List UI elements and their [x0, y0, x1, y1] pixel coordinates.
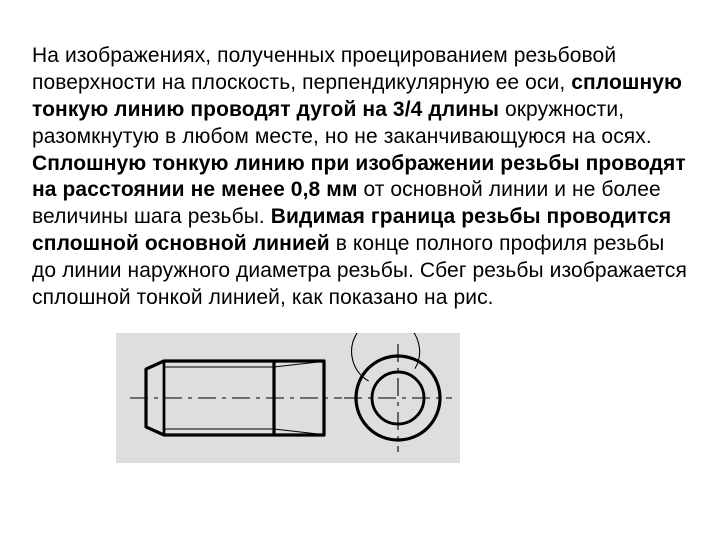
thread-figure	[116, 333, 460, 463]
runout-top	[274, 362, 318, 367]
runout-bottom	[274, 429, 318, 434]
thread-drawing-paragraph: На изображениях, полученных проецировани…	[32, 43, 688, 312]
text-run: На изображениях, полученных проецировани…	[32, 44, 616, 94]
